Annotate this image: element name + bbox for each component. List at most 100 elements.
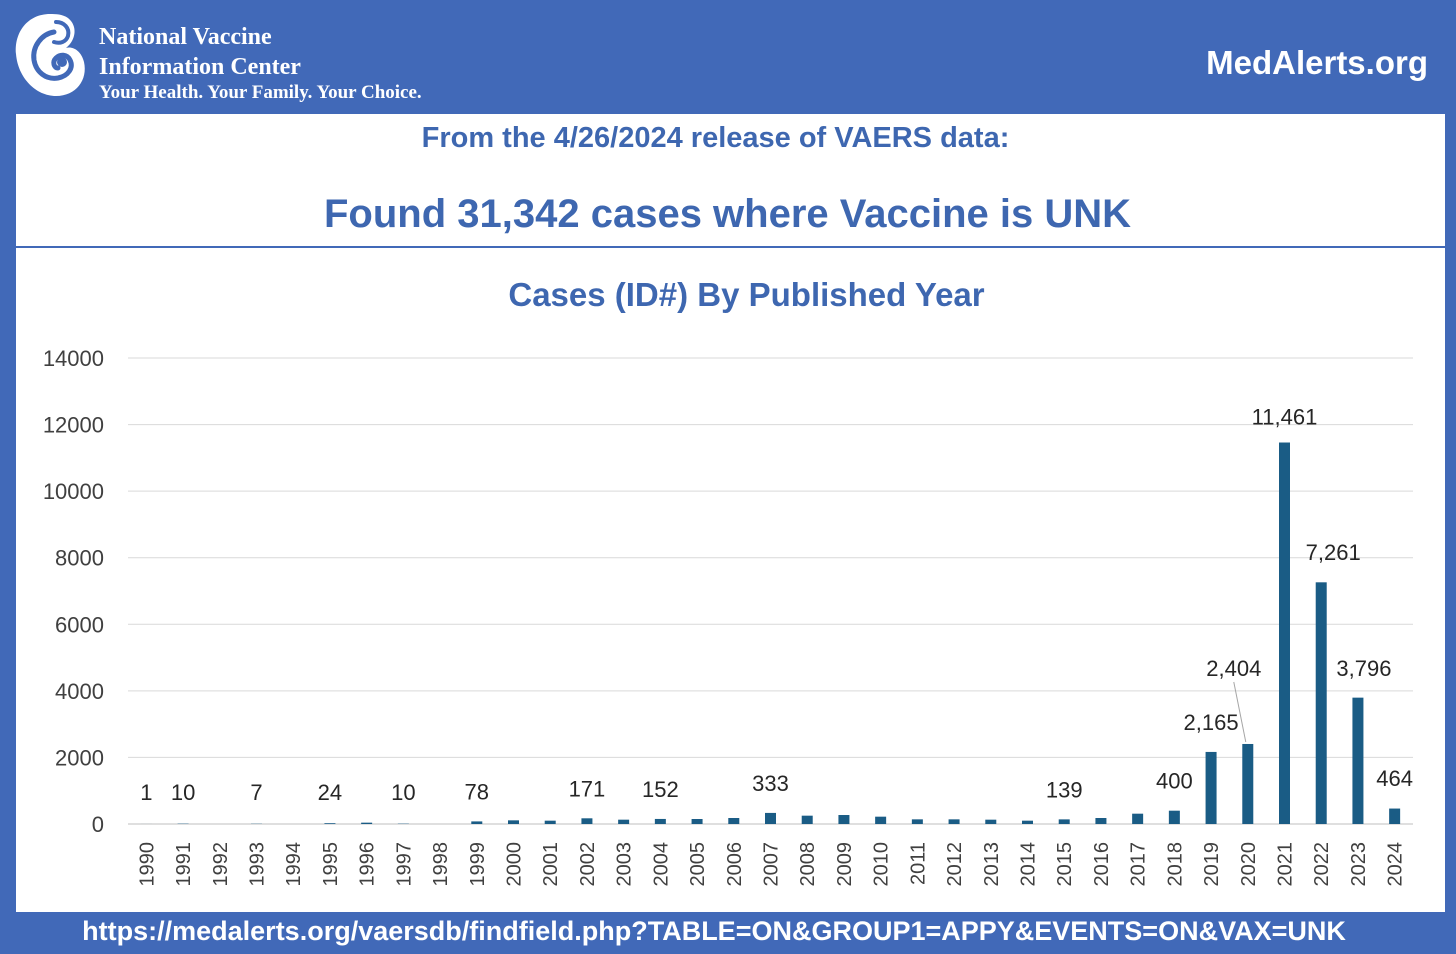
x-tick-label: 2000 xyxy=(504,842,526,887)
release-text: From the 4/26/2024 release of VAERS data… xyxy=(421,122,1010,154)
source-url: https://medalerts.org/vaersdb/findfield.… xyxy=(82,916,1346,946)
leader-line xyxy=(1233,681,1247,743)
x-tick-label: 2024 xyxy=(1385,842,1407,887)
bar xyxy=(985,819,997,824)
bar xyxy=(508,820,519,824)
y-tick-label: 6000 xyxy=(55,612,104,637)
x-tick-label: 2018 xyxy=(1164,842,1186,887)
x-tick-label: 1994 xyxy=(283,842,305,887)
x-tick-label: 1992 xyxy=(210,842,232,887)
data-label: 10 xyxy=(391,780,415,805)
x-tick-label: 2009 xyxy=(834,842,856,887)
x-tick-label: 1997 xyxy=(393,842,415,887)
x-tick-label: 2019 xyxy=(1201,842,1223,887)
bar xyxy=(544,820,556,824)
x-tick-label: 2005 xyxy=(687,842,709,887)
y-tick-label: 2000 xyxy=(55,745,104,770)
x-tick-label: 2020 xyxy=(1238,842,1260,887)
x-tick-label: 2014 xyxy=(1018,842,1040,887)
data-label: 139 xyxy=(1046,777,1083,802)
org-name-line2: Information Center xyxy=(99,54,301,80)
x-tick-label: 2013 xyxy=(981,842,1003,887)
x-tick-label: 2007 xyxy=(761,842,783,887)
data-label: 2,165 xyxy=(1184,710,1239,735)
y-tick-label: 4000 xyxy=(55,679,104,704)
bar xyxy=(361,822,373,824)
data-label: 464 xyxy=(1376,766,1413,791)
x-tick-label: 2003 xyxy=(614,842,636,887)
release-panel: From the 4/26/2024 release of VAERS data… xyxy=(16,114,1445,246)
org-name-block: National Vaccine Information Center Your… xyxy=(99,22,422,104)
bar xyxy=(838,815,850,824)
x-tick-label: 1996 xyxy=(357,842,379,887)
x-tick-label: 1998 xyxy=(430,842,452,887)
x-tick-label: 2001 xyxy=(540,842,562,887)
headline: Found 31,342 cases where Vaccine is UNK xyxy=(323,192,1132,236)
y-tick-label: 10000 xyxy=(43,479,104,504)
x-tick-label: 2012 xyxy=(944,842,966,887)
mother-child-icon xyxy=(15,14,85,96)
bar xyxy=(1205,751,1217,824)
data-label: 333 xyxy=(752,771,789,796)
bar xyxy=(948,819,960,824)
x-tick-label: 2011 xyxy=(907,842,929,885)
bar xyxy=(875,816,887,824)
data-label: 10 xyxy=(171,780,195,805)
bar xyxy=(765,812,776,824)
data-label: 171 xyxy=(569,776,606,801)
header: National Vaccine Information Center Your… xyxy=(0,0,1456,112)
data-label: 7 xyxy=(250,780,262,805)
bar xyxy=(1058,819,1070,824)
x-tick-label: 2006 xyxy=(724,842,746,887)
data-label: 24 xyxy=(318,780,342,805)
x-tick-label: 1999 xyxy=(467,842,489,887)
bar xyxy=(618,819,630,824)
x-tick-label: 1991 xyxy=(173,842,195,887)
chart-panel: Cases (ID#) By Published Year 0 2000 4000 6… xyxy=(16,248,1445,912)
x-tick-label: 2016 xyxy=(1091,842,1113,887)
bar xyxy=(911,819,923,824)
bar xyxy=(324,823,336,824)
bar xyxy=(1279,442,1290,824)
bar xyxy=(1242,743,1254,824)
bar xyxy=(581,818,593,824)
x-tick-label: 2008 xyxy=(797,842,819,887)
bar xyxy=(1022,820,1033,824)
bar xyxy=(728,818,740,824)
x-tick-label: 1995 xyxy=(320,842,342,887)
bar xyxy=(1095,818,1107,824)
data-label: 2,404 xyxy=(1206,656,1261,681)
y-tick-label: 14000 xyxy=(43,346,104,371)
x-tick-label: 2004 xyxy=(650,842,672,887)
data-label: 11,461 xyxy=(1252,405,1318,430)
x-tick-label: 1993 xyxy=(247,842,269,887)
y-tick-label: 12000 xyxy=(43,413,104,438)
bar xyxy=(654,818,666,824)
x-tick-label: 2021 xyxy=(1275,842,1297,887)
x-tick-label: 1990 xyxy=(136,842,158,887)
x-tick-label: 2015 xyxy=(1054,842,1076,887)
y-tick-label: 0 xyxy=(92,812,104,837)
bar xyxy=(691,819,703,824)
bar xyxy=(1352,697,1364,824)
bar xyxy=(1168,810,1180,824)
data-label: 152 xyxy=(642,777,679,802)
chart-title: Cases (ID#) By Published Year xyxy=(508,276,985,313)
data-label: 400 xyxy=(1156,769,1193,794)
x-tick-label: 2010 xyxy=(871,842,893,887)
x-tick-label: 2002 xyxy=(577,842,599,887)
bar xyxy=(801,815,813,824)
site-name: MedAlerts.org xyxy=(1206,44,1428,81)
x-tick-label: 2017 xyxy=(1128,842,1150,887)
data-label: 1 xyxy=(140,780,152,805)
org-name-line1: National Vaccine xyxy=(99,24,272,50)
bar xyxy=(1132,813,1144,824)
bar xyxy=(1315,582,1327,824)
x-tick-label: 2022 xyxy=(1311,842,1333,887)
data-label: 7,261 xyxy=(1306,540,1361,565)
bar xyxy=(1389,808,1401,824)
y-tick-label: 8000 xyxy=(55,546,104,571)
bar xyxy=(471,821,483,824)
org-tagline: Your Health. Your Family. Your Choice. xyxy=(99,82,422,103)
